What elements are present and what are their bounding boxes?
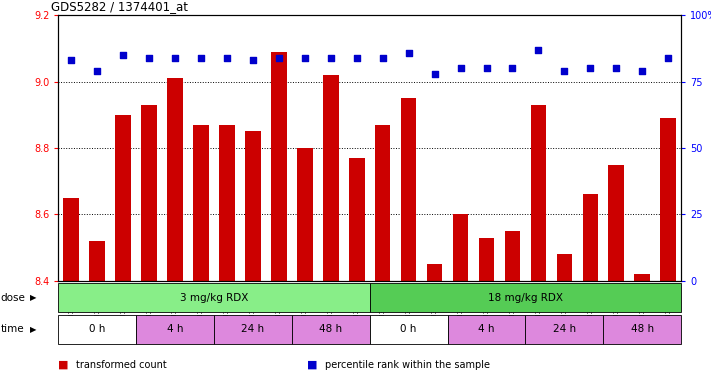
Text: ▶: ▶ [30,325,36,334]
Point [221,55,232,61]
Text: percentile rank within the sample: percentile rank within the sample [325,360,490,370]
Bar [557,254,572,281]
Bar [525,315,603,344]
Point [584,65,596,71]
Bar [219,125,235,281]
Bar [609,165,624,281]
Bar [167,78,183,281]
Bar [427,264,442,281]
Point [533,47,544,53]
Text: 3 mg/kg RDX: 3 mg/kg RDX [180,293,248,303]
Bar [58,315,137,344]
Bar [370,315,447,344]
Text: 48 h: 48 h [631,324,654,334]
Bar [479,238,494,281]
Point [299,55,311,61]
Bar [63,198,79,281]
Bar [661,118,676,281]
Bar [115,115,131,281]
Bar [137,315,214,344]
Point [169,55,181,61]
Bar [603,315,681,344]
Bar [530,105,546,281]
Bar [193,125,209,281]
Text: ■: ■ [307,360,318,370]
Point [507,65,518,71]
Point [325,55,336,61]
Point [559,68,570,74]
Text: dose: dose [1,293,26,303]
Text: 4 h: 4 h [167,324,183,334]
Text: 4 h: 4 h [479,324,495,334]
Point [663,55,674,61]
Text: ▶: ▶ [30,293,36,303]
Bar [634,274,650,281]
Text: 24 h: 24 h [241,324,264,334]
Text: ■: ■ [58,360,69,370]
Point [455,65,466,71]
Point [429,71,440,77]
Text: time: time [1,324,24,334]
Bar [323,75,338,281]
Text: 0 h: 0 h [89,324,105,334]
Text: 48 h: 48 h [319,324,343,334]
Bar [292,315,370,344]
Point [117,52,129,58]
Point [611,65,622,71]
Bar [271,52,287,281]
Point [92,68,103,74]
Bar [141,105,157,281]
Point [351,55,363,61]
Text: 24 h: 24 h [552,324,576,334]
Bar [448,315,525,344]
Point [65,57,77,63]
Point [247,57,259,63]
Bar [214,315,292,344]
Bar [245,131,261,281]
Bar [90,241,105,281]
Text: transformed count: transformed count [76,360,167,370]
Text: 18 mg/kg RDX: 18 mg/kg RDX [488,293,563,303]
Point [273,55,284,61]
Text: GDS5282 / 1374401_at: GDS5282 / 1374401_at [51,0,188,13]
Bar [453,214,469,281]
Point [636,68,648,74]
Point [403,50,415,56]
Bar [401,98,417,281]
Bar [58,283,370,312]
Bar [370,283,681,312]
Bar [375,125,390,281]
Point [196,55,207,61]
Point [144,55,155,61]
Point [377,55,388,61]
Bar [297,148,313,281]
Bar [505,231,520,281]
Bar [349,158,365,281]
Bar [582,194,598,281]
Text: 0 h: 0 h [400,324,417,334]
Point [481,65,492,71]
